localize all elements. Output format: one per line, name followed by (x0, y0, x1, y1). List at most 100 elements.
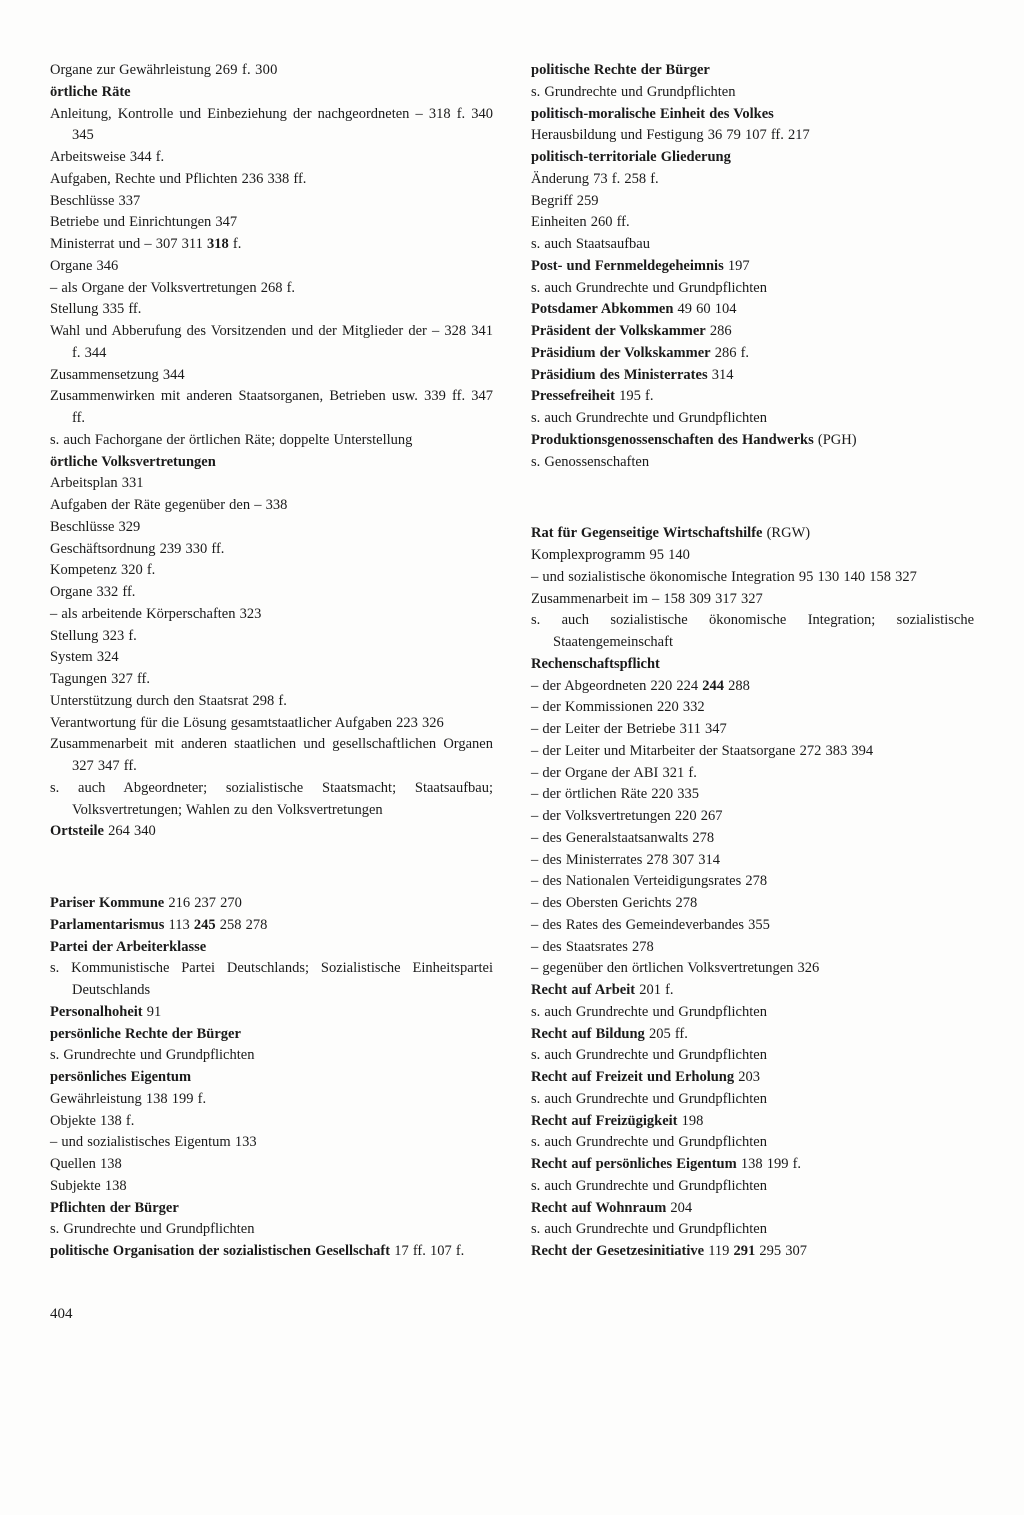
text-run: Recht auf Arbeit (531, 982, 635, 998)
index-entry: – des Staatsrates 278 (531, 937, 974, 959)
text-run: – der Abgeordneten 220 224 (531, 678, 702, 694)
text-run: Aufgaben der Räte gegenüber den – 338 (50, 497, 287, 513)
spacer (50, 843, 493, 893)
text-run: 244 (702, 678, 724, 694)
text-run: persönliche Rechte der Bürger (50, 1026, 241, 1042)
index-entry: Parlamentarismus 113 245 258 278 (50, 915, 493, 937)
text-run: Komplexprogramm 95 140 (531, 547, 690, 563)
text-run: Präsident der Volkskammer (531, 323, 706, 339)
index-entry: Aufgaben, Rechte und Pflichten 236 338 f… (50, 169, 493, 191)
index-entry: Organe 346 (50, 256, 493, 278)
index-entry: Rechenschaftspflicht (531, 654, 974, 676)
text-run: 201 f. (635, 982, 673, 998)
text-run: Quellen 138 (50, 1156, 122, 1172)
index-entry: persönliche Rechte der Bürger (50, 1024, 493, 1046)
index-entry: Subjekte 138 (50, 1176, 493, 1198)
index-entry: Ministerrat und – 307 311 318 f. (50, 234, 493, 256)
index-entry: Objekte 138 f. (50, 1111, 493, 1133)
text-run: Personalhoheit (50, 1004, 143, 1020)
text-run: Betriebe und Einrichtungen 347 (50, 214, 237, 230)
text-run: – des Generalstaatsanwalts 278 (531, 830, 714, 846)
text-run: 205 ff. (645, 1026, 688, 1042)
text-run: 269 f. 300 (211, 62, 278, 78)
text-run: 113 (164, 917, 193, 933)
text-run: 264 340 (104, 823, 156, 839)
index-entry: Organe zur Gewährleistung 269 f. 300 (50, 60, 493, 82)
text-run: 203 (734, 1069, 760, 1085)
text-run: Beschlüsse 329 (50, 519, 140, 535)
index-entry: politisch-territoriale Gliederung (531, 147, 974, 169)
text-run: Anleitung, Kontrolle und Einbeziehung de… (50, 106, 493, 144)
text-run: (PGH) (814, 432, 857, 448)
index-entry: – als arbeitende Körperschaften 323 (50, 604, 493, 626)
index-entry: Begriff 259 (531, 191, 974, 213)
text-run: Recht der Gesetzesinitiative (531, 1243, 704, 1259)
index-entry: Recht auf Freizeit und Erholung 203 (531, 1067, 974, 1089)
text-run: Produktionsgenossenschaften des Handwerk… (531, 432, 814, 448)
index-columns: Organe zur Gewährleistung 269 f. 300örtl… (50, 60, 974, 1263)
text-run: Rechenschaftspflicht (531, 656, 660, 672)
index-entry: persönliches Eigentum (50, 1067, 493, 1089)
index-entry: Quellen 138 (50, 1154, 493, 1176)
index-entry: Beschlüsse 329 (50, 517, 493, 539)
index-entry: s. auch Grundrechte und Grundpflichten (531, 1089, 974, 1111)
spacer (531, 473, 974, 523)
text-run: Geschäftsordnung 239 330 ff. (50, 541, 224, 557)
page-number: 404 (50, 1303, 974, 1326)
text-run: – des Nationalen Verteidigungsrates 278 (531, 873, 767, 889)
index-entry: Änderung 73 f. 258 f. (531, 169, 974, 191)
text-run: politische Rechte der Bürger (531, 62, 710, 78)
text-run: 198 (678, 1113, 704, 1129)
index-entry: – gegenüber den örtlichen Volksvertretun… (531, 958, 974, 980)
text-run: – des Staatsrates 278 (531, 939, 654, 955)
index-entry: Produktionsgenossenschaften des Handwerk… (531, 430, 974, 452)
text-run: 138 199 f. (737, 1156, 801, 1172)
text-run: Organe 346 (50, 258, 118, 274)
index-entry: – und sozialistische ökonomische Integra… (531, 567, 974, 589)
text-run: Verantwortung für die Lösung gesamtstaat… (50, 715, 444, 731)
index-entry: s. Kommunistische Partei Deutschlands; S… (50, 958, 493, 1002)
text-run: 91 (143, 1004, 162, 1020)
text-run: 288 (724, 678, 750, 694)
index-entry: örtliche Volksvertretungen (50, 452, 493, 474)
text-run: s. auch sozialistische ökonomische Integ… (531, 612, 974, 650)
text-run: s. auch Grundrechte und Grundpflichten (531, 1178, 767, 1194)
index-entry: örtliche Räte (50, 82, 493, 104)
index-entry: Potsdamer Abkommen 49 60 104 (531, 299, 974, 321)
text-run: – der örtlichen Räte 220 335 (531, 786, 699, 802)
index-entry: – der Kommissionen 220 332 (531, 697, 974, 719)
index-entry: s. auch Grundrechte und Grundpflichten (531, 1132, 974, 1154)
index-entry: System 324 (50, 647, 493, 669)
index-entry: – der Volksvertretungen 220 267 (531, 806, 974, 828)
text-run: Wahl und Abberufung des Vorsitzenden und… (50, 323, 493, 361)
index-entry: – und sozialistisches Eigentum 133 (50, 1132, 493, 1154)
text-run: Rat für Gegenseitige Wirtschaftshilfe (531, 525, 762, 541)
text-run: persönliches Eigentum (50, 1069, 191, 1085)
text-run: 216 237 270 (164, 895, 242, 911)
index-entry: s. Grundrechte und Grundpflichten (50, 1219, 493, 1241)
index-entry: politisch-moralische Einheit des Volkes (531, 104, 974, 126)
index-entry: Präsident der Volkskammer 286 (531, 321, 974, 343)
text-run: 245 (194, 917, 216, 933)
index-entry: Arbeitsplan 331 (50, 473, 493, 495)
text-run: s. Genossenschaften (531, 454, 649, 470)
index-entry: Geschäftsordnung 239 330 ff. (50, 539, 493, 561)
index-entry: Organe 332 ff. (50, 582, 493, 604)
text-run: Recht auf Freizeit und Erholung (531, 1069, 734, 1085)
index-entry: Recht auf Arbeit 201 f. (531, 980, 974, 1002)
text-run: Recht auf Wohnraum (531, 1200, 666, 1216)
index-entry: Ortsteile 264 340 (50, 821, 493, 843)
index-entry: s. Genossenschaften (531, 452, 974, 474)
text-run: Potsdamer Abkommen (531, 301, 673, 317)
text-run: – als Organe der Volksvertretungen 268 f… (50, 280, 295, 296)
index-entry: politische Rechte der Bürger (531, 60, 974, 82)
text-run: Tagungen 327 ff. (50, 671, 150, 687)
text-run: Objekte 138 f. (50, 1113, 134, 1129)
text-run: Arbeitsweise 344 f. (50, 149, 164, 165)
text-run: 204 (666, 1200, 692, 1216)
text-run: Partei der Arbeiterklasse (50, 939, 206, 955)
index-entry: Stellung 335 ff. (50, 299, 493, 321)
text-run: Pressefreiheit (531, 388, 615, 404)
text-run: Stellung 335 ff. (50, 301, 141, 317)
index-entry: Herausbildung und Festigung 36 79 107 ff… (531, 125, 974, 147)
